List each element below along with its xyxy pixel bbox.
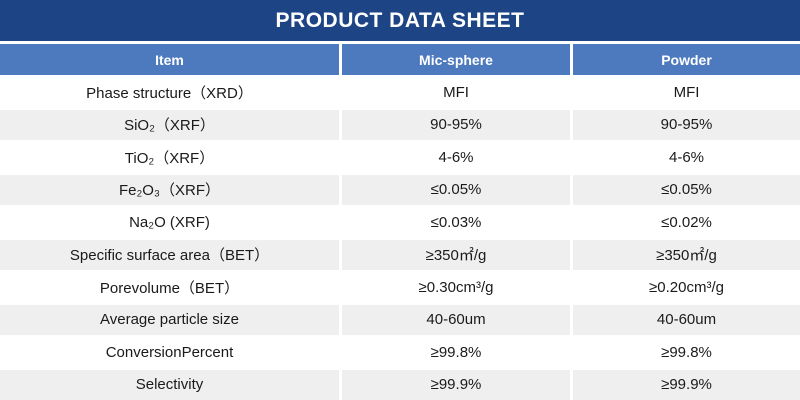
table-row: Selectivity ≥99.9% ≥99.9%	[0, 369, 800, 400]
mic-sphere-value-cell: MFI	[342, 77, 570, 108]
mic-sphere-value-cell: ≥0.30cm³/g	[342, 272, 570, 303]
item-cell: Average particle size	[0, 304, 339, 335]
table-row: ConversionPercent ≥99.8% ≥99.8%	[0, 337, 800, 368]
mic-sphere-value-cell: 4-6%	[342, 142, 570, 173]
mic-sphere-value-cell: 40-60um	[342, 304, 570, 335]
item-cell: Selectivity	[0, 369, 339, 400]
powder-value-cell: ≤0.05%	[573, 174, 800, 205]
page-title: PRODUCT DATA SHEET	[275, 8, 525, 32]
table-header-row: Item Mic-sphere Powder	[0, 44, 800, 77]
powder-value-cell: 90-95%	[573, 109, 800, 140]
item-cell: ConversionPercent	[0, 337, 339, 368]
powder-value-cell: 40-60um	[573, 304, 800, 335]
mic-sphere-value-cell: ≤0.03%	[342, 207, 570, 238]
item-cell: Specific surface area（BET）	[0, 239, 339, 270]
powder-value-cell: ≥350㎡/g	[573, 239, 800, 270]
item-cell: Fe₂O₃（XRF）	[0, 174, 339, 205]
table-row: Fe₂O₃（XRF） ≤0.05% ≤0.05%	[0, 174, 800, 205]
item-cell: Porevolume（BET）	[0, 272, 339, 303]
powder-value-cell: ≥99.9%	[573, 369, 800, 400]
mic-sphere-value-cell: 90-95%	[342, 109, 570, 140]
powder-value-cell: ≤0.02%	[573, 207, 800, 238]
item-cell: SiO₂（XRF）	[0, 109, 339, 140]
powder-value-cell: ≥99.8%	[573, 337, 800, 368]
table-row: Na₂O (XRF) ≤0.03% ≤0.02%	[0, 207, 800, 238]
mic-sphere-value-cell: ≥99.9%	[342, 369, 570, 400]
title-banner: PRODUCT DATA SHEET	[0, 0, 800, 44]
table-row: Phase structure（XRD） MFI MFI	[0, 77, 800, 108]
table-body: Phase structure（XRD） MFI MFI SiO₂（XRF） 9…	[0, 77, 800, 400]
item-cell: TiO₂（XRF）	[0, 142, 339, 173]
table-row: Porevolume（BET） ≥0.30cm³/g ≥0.20cm³/g	[0, 272, 800, 303]
table-row: Specific surface area（BET） ≥350㎡/g ≥350㎡…	[0, 239, 800, 270]
table-row: TiO₂（XRF） 4-6% 4-6%	[0, 142, 800, 173]
column-header-item: Item	[0, 44, 339, 75]
item-cell: Na₂O (XRF)	[0, 207, 339, 238]
column-header-powder: Powder	[573, 44, 800, 75]
table-row: Average particle size 40-60um 40-60um	[0, 304, 800, 335]
mic-sphere-value-cell: ≤0.05%	[342, 174, 570, 205]
powder-value-cell: MFI	[573, 77, 800, 108]
item-cell: Phase structure（XRD）	[0, 77, 339, 108]
column-header-mic-sphere: Mic-sphere	[342, 44, 570, 75]
mic-sphere-value-cell: ≥99.8%	[342, 337, 570, 368]
table-row: SiO₂（XRF） 90-95% 90-95%	[0, 109, 800, 140]
powder-value-cell: 4-6%	[573, 142, 800, 173]
mic-sphere-value-cell: ≥350㎡/g	[342, 239, 570, 270]
powder-value-cell: ≥0.20cm³/g	[573, 272, 800, 303]
